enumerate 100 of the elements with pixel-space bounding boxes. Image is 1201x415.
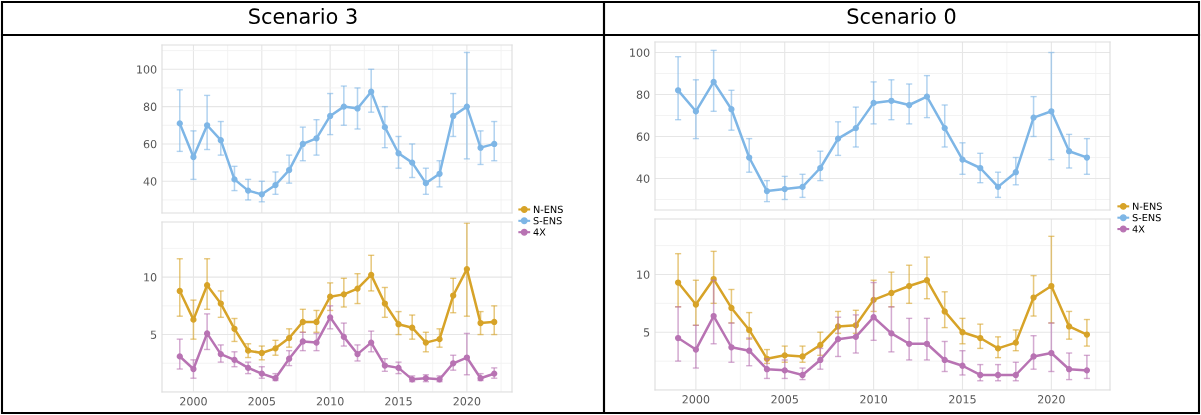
point [354,285,361,292]
point [354,105,361,112]
legend-label: N-ENS [1133,202,1162,210]
point [834,336,842,343]
point [728,304,735,312]
x-tick-label: 2005 [771,395,798,404]
point [763,366,771,373]
point [176,353,183,360]
y-tick-label: 10 [637,270,650,279]
point [450,292,457,299]
point [870,99,877,107]
point [1065,323,1073,330]
y-tick-label: 40 [143,177,157,186]
point [834,135,842,142]
point [368,339,375,346]
point [176,120,183,127]
point [409,324,416,331]
point [852,322,859,329]
y-tick-label: 100 [137,65,157,74]
point [190,365,197,373]
point [176,287,183,295]
point [834,323,842,330]
point [272,345,279,352]
point [368,88,375,95]
point [870,296,877,304]
point [340,333,347,340]
x-tick-label: 2005 [248,397,275,406]
point [313,135,320,142]
y-tick-label: 5 [643,328,650,337]
point [888,289,895,297]
point [870,314,877,321]
point [959,362,966,369]
point [941,356,948,364]
point [217,300,224,307]
point [728,106,735,113]
point [781,367,788,374]
point [299,140,306,148]
point [203,282,211,289]
point [1065,148,1073,155]
point [463,103,471,110]
point [959,329,966,336]
point [1065,366,1073,373]
point [231,356,238,363]
legend-label: N-ENS [533,205,563,214]
point [422,339,429,346]
point [674,334,682,342]
point [692,108,700,115]
y-tick-label: 40 [636,174,650,183]
point [710,312,717,320]
point [959,156,966,163]
point [381,300,388,307]
point [1048,282,1055,290]
point [491,318,498,326]
chart-title: Scenario 0 [847,7,956,25]
point [245,187,252,194]
point [923,93,931,100]
point [1012,169,1019,176]
x-tick-label: 2015 [385,397,412,406]
point [258,349,265,357]
point [692,301,700,308]
point [245,347,252,354]
point [463,354,471,361]
point [1012,339,1019,346]
point [381,124,388,131]
point [1083,331,1091,338]
point [203,122,211,129]
point [994,183,1002,191]
point [436,170,443,177]
point [1048,108,1055,115]
point [817,164,824,172]
point [381,362,388,369]
y-tick-label: 100 [630,48,650,57]
point [1030,294,1037,301]
point [463,265,471,273]
point [781,185,788,193]
point [286,334,293,342]
y-tick-label: 80 [636,90,650,99]
point [313,318,320,326]
point [217,137,224,144]
point [923,277,931,284]
point [231,176,238,183]
x-tick-label: 2015 [949,395,976,404]
point [728,344,735,351]
point [906,282,913,290]
chart-title: Scenario 3 [249,7,357,25]
point [450,112,457,120]
point [190,316,197,323]
x-tick-label: 2000 [180,397,207,406]
y-tick-label: 10 [144,273,157,282]
point [941,124,948,132]
x-tick-label: 2000 [682,395,710,404]
point [327,112,334,120]
point [1048,349,1055,357]
point [906,101,913,109]
point [1083,367,1091,374]
point [477,319,484,327]
point [395,150,402,157]
point [395,321,402,328]
y-tick-label: 60 [636,132,650,141]
point [941,308,948,315]
